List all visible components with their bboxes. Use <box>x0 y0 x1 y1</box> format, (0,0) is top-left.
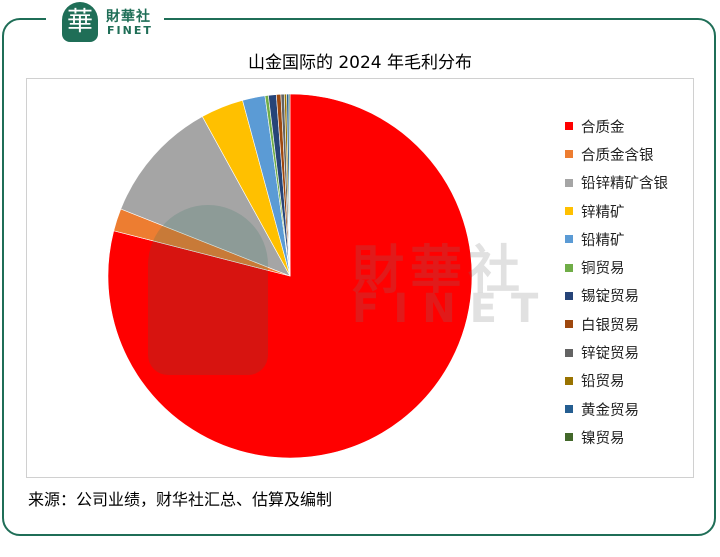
legend-swatch <box>565 376 573 385</box>
legend-label: 锡锭贸易 <box>581 289 639 306</box>
pie-slice-2 <box>120 116 291 277</box>
chart-title: 山金国际的 2024 年毛利分布 <box>247 53 473 73</box>
pie-slice-11 <box>288 93 291 277</box>
legend-swatch <box>565 348 573 357</box>
brand-logo: 華 財華社 FINET <box>46 0 164 44</box>
legend-item: 合质金 <box>565 112 668 140</box>
legend-item: 铅锌精矿含银 <box>565 169 668 197</box>
brand-seal-icon: 華 <box>62 2 98 42</box>
legend-swatch <box>565 405 573 414</box>
legend-swatch <box>565 263 573 272</box>
pie-slice-0 <box>107 93 473 459</box>
legend-item: 铅贸易 <box>565 367 668 395</box>
legend-label: 合质金含银 <box>581 147 654 164</box>
brand-name-cn: 財華社 <box>106 9 151 25</box>
legend-item: 铅精矿 <box>565 225 668 253</box>
legend-label: 铅锌精矿含银 <box>581 176 668 193</box>
legend-swatch <box>565 150 573 159</box>
legend-swatch <box>565 207 573 216</box>
source-note: 来源：公司业绩，财华社汇总、估算及编制 <box>28 490 333 509</box>
legend-item: 锡锭贸易 <box>565 282 668 310</box>
legend-label: 铜贸易 <box>581 261 625 278</box>
legend-item: 黄金贸易 <box>565 395 668 423</box>
legend-label: 铅精矿 <box>581 232 625 249</box>
legend-label: 白银贸易 <box>581 317 639 334</box>
legend-item: 白银贸易 <box>565 310 668 338</box>
brand-name-en: FINET <box>107 24 153 37</box>
legend-item: 铜贸易 <box>565 253 668 281</box>
legend-label: 锌锭贸易 <box>581 346 639 363</box>
legend-swatch <box>565 178 573 187</box>
legend-label: 合质金 <box>581 119 625 136</box>
legend: 合质金合质金含银铅锌精矿含银 锌精矿铅精矿铜贸易锡锭贸易白银贸易锌锭贸易铅贸易黄金… <box>565 112 668 452</box>
legend-label: 铅贸易 <box>581 374 625 391</box>
pie-slices <box>107 93 473 459</box>
legend-swatch <box>565 320 573 329</box>
plot-area <box>26 78 694 478</box>
legend-swatch <box>565 291 573 300</box>
legend-item: 锌锭贸易 <box>565 338 668 366</box>
legend-swatch <box>565 122 573 131</box>
legend-item: 锌精矿 <box>565 197 668 225</box>
legend-label: 镍贸易 <box>581 430 625 447</box>
legend-swatch <box>565 235 573 244</box>
legend-item: 合质金含银 <box>565 140 668 168</box>
legend-item: 镍贸易 <box>565 423 668 451</box>
legend-label: 锌精矿 <box>581 204 625 221</box>
legend-label: 黄金贸易 <box>581 402 639 419</box>
legend-swatch <box>565 433 573 442</box>
